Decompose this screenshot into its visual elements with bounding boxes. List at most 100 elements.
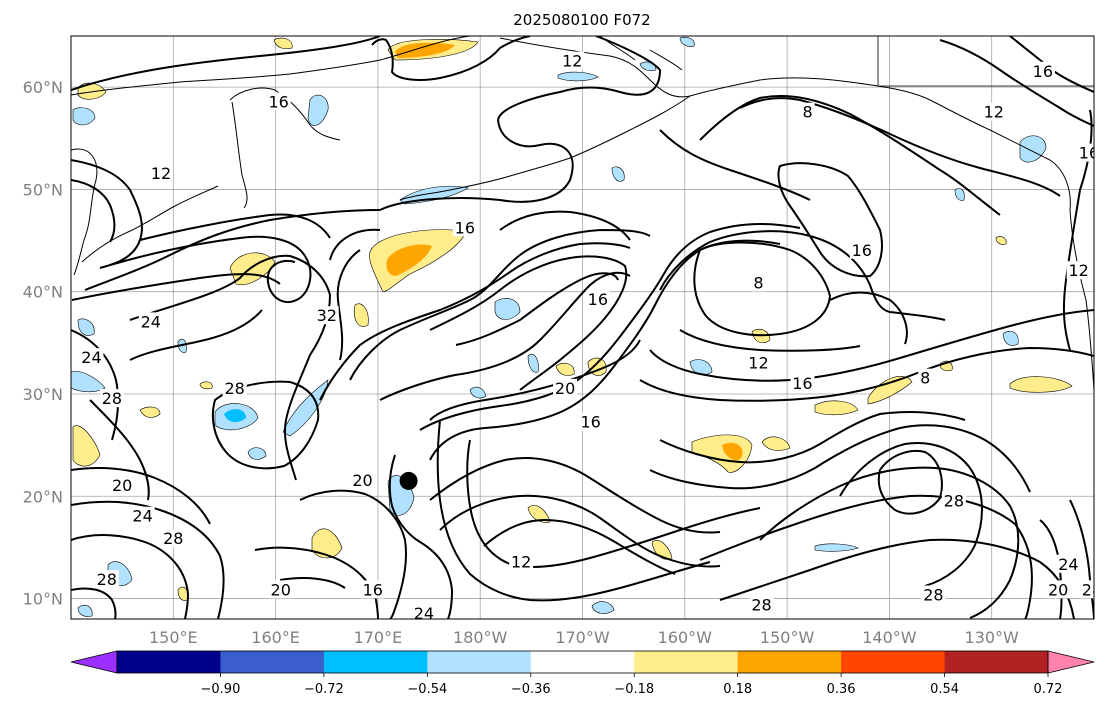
contours xyxy=(71,36,1094,619)
anomaly-patch-negative xyxy=(527,353,539,373)
contour-label: 20 xyxy=(352,471,372,490)
contour-label: 24 xyxy=(1058,555,1078,574)
anomaly-patch-positive xyxy=(722,442,743,461)
colorbar-segment xyxy=(634,651,739,673)
shaded-fields xyxy=(71,36,1073,617)
lon-tick-label: 160°E xyxy=(251,628,300,647)
contour-label-bg xyxy=(918,368,933,387)
contour-line xyxy=(319,242,631,401)
contour-label: 16 xyxy=(455,218,475,237)
lon-tick-label: 150°W xyxy=(760,628,815,647)
contour-label: 20 xyxy=(271,580,291,599)
contour-label: 16 xyxy=(1033,62,1053,81)
contour-label-bg xyxy=(1030,61,1055,80)
contour-label-bg xyxy=(1076,143,1094,162)
anomaly-patch-positive xyxy=(651,540,673,560)
contour-label-bg xyxy=(360,580,385,599)
contour-line xyxy=(371,36,531,81)
contour-line xyxy=(429,457,721,534)
contour-line xyxy=(499,210,631,241)
colorbar-tick-label: 0.72 xyxy=(1034,682,1063,697)
anomaly-patch-positive xyxy=(199,381,213,390)
anomaly-patch-positive xyxy=(139,406,161,418)
anomaly-patch-negative xyxy=(679,36,695,47)
contour-line xyxy=(429,255,628,391)
colorbar-segment xyxy=(737,651,842,673)
contour-line xyxy=(1009,36,1094,93)
contour-label-bg xyxy=(790,373,815,392)
contour-label: 20 xyxy=(112,476,132,495)
contour-line xyxy=(429,339,641,421)
contour-line xyxy=(679,329,861,352)
colorbar-outline xyxy=(116,650,1049,674)
anomaly-patch-negative xyxy=(247,447,267,460)
contour-label: 24 xyxy=(141,312,161,331)
contour-label: 16 xyxy=(268,92,288,111)
contour-line xyxy=(839,442,983,587)
contour-line xyxy=(439,494,721,568)
contour-line xyxy=(71,329,120,441)
coastlines xyxy=(71,36,1094,391)
contour-line xyxy=(649,309,1094,382)
anomaly-patch-positive xyxy=(867,376,913,405)
contour-label: 12 xyxy=(151,164,171,183)
contour-line xyxy=(379,119,574,211)
contour-label: 16 xyxy=(581,413,601,432)
anomaly-patch-negative xyxy=(77,604,93,617)
colorbar-tick-label: −0.36 xyxy=(511,682,551,697)
contour-line xyxy=(84,209,381,291)
coastline-alaska xyxy=(499,37,1071,211)
lon-tick-label: 140°W xyxy=(862,628,917,647)
anomaly-patch-negative xyxy=(282,379,329,437)
contour-line xyxy=(89,399,150,501)
contour-label-bg xyxy=(849,240,874,259)
contour-line xyxy=(71,467,211,525)
anomaly-patch-negative xyxy=(611,166,625,182)
lat-tick-label: 10°N xyxy=(23,590,63,609)
anomaly-patch-negative xyxy=(591,601,615,614)
colorbar-segment xyxy=(841,651,946,673)
contour-line xyxy=(71,36,381,91)
figure-title: 2025080100 F072 xyxy=(513,11,650,29)
contour-label-bg xyxy=(268,580,293,599)
contour-label: 24 xyxy=(81,348,101,367)
anomaly-patch-positive xyxy=(386,244,432,276)
anomaly-patch-negative xyxy=(71,370,106,393)
lat-tick-label: 30°N xyxy=(23,385,63,404)
coastline-siberia xyxy=(71,36,471,96)
lon-tick-label: 150°E xyxy=(149,628,198,647)
anomaly-patch-negative xyxy=(557,71,599,82)
contour-label-bg xyxy=(1066,261,1091,280)
contour-line xyxy=(436,419,711,602)
contour-label: 32 xyxy=(317,306,337,325)
contour-line xyxy=(455,272,619,346)
anomaly-patch-negative xyxy=(954,188,965,201)
contour-line xyxy=(129,254,332,481)
contour-label: 20 xyxy=(555,379,575,398)
anomaly-patch-negative xyxy=(1002,331,1019,346)
lon-tick-label: 180°W xyxy=(453,628,508,647)
anomaly-patch-positive xyxy=(311,528,343,559)
contour-label: 24 xyxy=(132,507,152,526)
contour-label-bg xyxy=(509,552,534,571)
coastline-asia xyxy=(71,148,98,276)
contour-label: 28 xyxy=(225,379,245,398)
contour-line xyxy=(139,213,331,241)
anomaly-patch-positive xyxy=(995,236,1007,245)
contour-label: 8 xyxy=(920,369,930,388)
colorbar-tick-label: −0.72 xyxy=(304,682,344,697)
colorbar-tick-label: −0.90 xyxy=(201,682,241,697)
colorbar-segment xyxy=(117,651,221,673)
contour-label-bg xyxy=(553,378,578,397)
colorbar-extend-min xyxy=(70,650,118,674)
anomaly-patch-negative xyxy=(494,298,521,320)
contour-label-bg xyxy=(921,585,946,604)
contour-label-bg xyxy=(981,102,1006,121)
lat-tick-label: 40°N xyxy=(23,283,63,302)
contour-line xyxy=(829,291,908,345)
storm-position-marker xyxy=(399,471,418,490)
longitude-labels: 150°E 160°E 170°E 180°W 170°W 160°W 150°W 140°W… xyxy=(149,628,1019,647)
contour-line xyxy=(129,309,263,361)
